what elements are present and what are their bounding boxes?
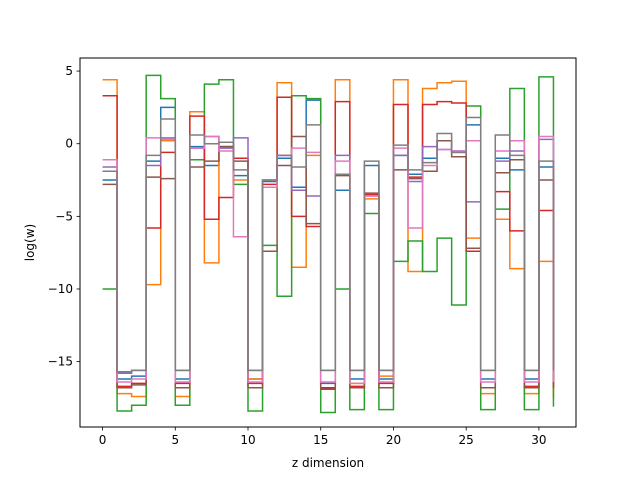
y-tick-label: −5: [55, 209, 73, 223]
axes-frame: [79, 57, 577, 428]
x-tick-label: 15: [313, 433, 328, 447]
x-tick-label: 20: [386, 433, 401, 447]
x-tick-label: 5: [171, 433, 179, 447]
series-line-8: [102, 116, 555, 373]
y-tick-label: −10: [48, 282, 73, 296]
x-tick-label: 25: [459, 433, 474, 447]
y-tick-label: 5: [65, 64, 73, 78]
plot-series: [102, 74, 555, 414]
x-tick-label: 30: [531, 433, 546, 447]
y-tick-label: 0: [65, 137, 73, 151]
y-axis-ticks: 5 0 −5 −10 −15: [48, 64, 80, 369]
y-tick-label: −15: [48, 355, 73, 369]
x-tick-label: 10: [240, 433, 255, 447]
y-axis-label: log(w): [23, 224, 37, 261]
x-tick-label: 0: [99, 433, 107, 447]
x-axis-label: z dimension: [292, 456, 364, 470]
x-axis-ticks: 0 5 10 15 20 25 30: [99, 427, 547, 447]
